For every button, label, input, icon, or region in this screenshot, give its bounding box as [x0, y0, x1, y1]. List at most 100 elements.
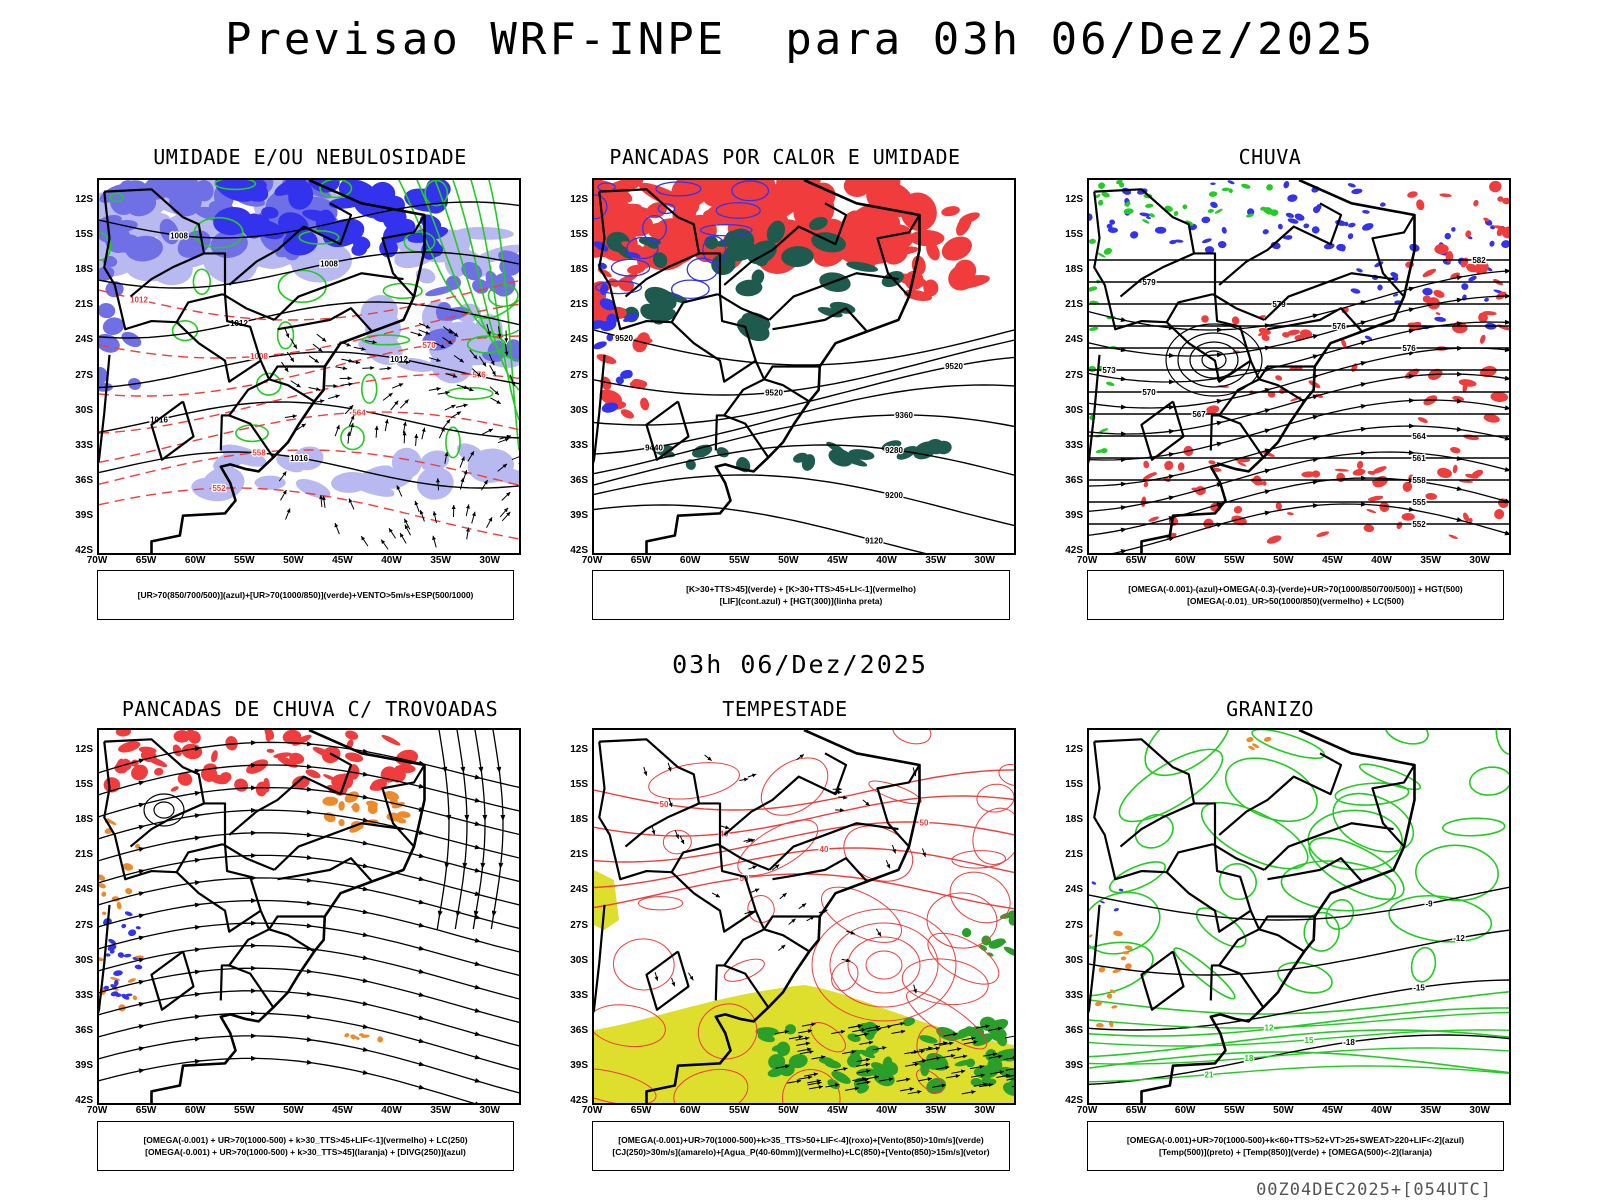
vector-head: [818, 1085, 823, 1090]
cyclone-contour: [1165, 323, 1263, 397]
flow-arrow: [138, 891, 145, 897]
contour-label: 570: [1142, 388, 1156, 397]
vector-head: [913, 988, 918, 994]
flow-arrow: [1456, 275, 1463, 281]
lat-tick-label: 33S: [1065, 439, 1083, 451]
storm-orange: [384, 791, 399, 801]
omega-blue: [1434, 316, 1447, 322]
country-border: [594, 904, 606, 1014]
vector-head: [490, 360, 495, 366]
instability-green: [766, 220, 786, 244]
contour-line: [1089, 1034, 1509, 1085]
vector-head: [866, 1080, 871, 1085]
vector-head: [752, 865, 757, 870]
flow-arrow: [138, 1002, 145, 1007]
omega-green: [1145, 203, 1154, 208]
vector-head: [743, 777, 749, 782]
lat-tick-label: 18S: [570, 814, 588, 826]
instability-red: [776, 180, 821, 202]
lon-tick-label: 30W: [974, 555, 995, 566]
vector-head: [372, 340, 377, 344]
temp850-contour: [1384, 730, 1429, 745]
wind-green: [824, 1059, 842, 1069]
instability-green: [848, 449, 875, 461]
temp850-contour: [1089, 891, 1161, 955]
precip-red: [1206, 405, 1220, 414]
omega-green: [1263, 207, 1273, 214]
omega-green: [1246, 213, 1254, 218]
vector-head: [425, 330, 430, 335]
country-border: [1258, 378, 1305, 403]
flow-arrow: [194, 790, 201, 796]
country-border: [219, 964, 230, 1001]
flow-arrow: [1408, 328, 1415, 334]
lon-tick-label: 60W: [184, 555, 206, 566]
vector-head: [900, 1021, 905, 1026]
lon-tick-label: 55W: [1223, 555, 1245, 566]
lon-tick-label: 65W: [1125, 1105, 1147, 1116]
country-border: [670, 321, 757, 383]
vector-head: [837, 790, 842, 795]
vector-head: [807, 1075, 813, 1080]
flow-arrow: [362, 955, 369, 961]
wind-vector: [1005, 1068, 1014, 1071]
country-border: [624, 802, 700, 848]
coastline: [1140, 730, 1416, 1103]
instability-red: [703, 208, 740, 226]
country-border: [599, 738, 770, 1009]
precip-red: [1494, 509, 1505, 520]
vector-head: [861, 1028, 866, 1032]
low-level-humidity: [109, 192, 125, 203]
flow-arrow: [362, 1024, 369, 1029]
lat-tick-label: 27S: [570, 919, 588, 931]
low-level-humidity: [193, 216, 244, 249]
precip-water-contour: [613, 938, 675, 991]
omega-blue: [1154, 226, 1167, 234]
lon-tick-label: 40W: [876, 555, 897, 566]
vector-head: [348, 358, 354, 363]
omega-blue: [1444, 232, 1451, 240]
lon-tick-label: 60W: [1174, 1105, 1196, 1116]
precip-red: [1451, 321, 1468, 334]
temp850-contour: [1089, 991, 1509, 1015]
flow-arrow: [1120, 505, 1127, 511]
humidity-mid: [445, 275, 461, 290]
humidity-light: [443, 244, 490, 270]
legend-box: [OMEGA(-0.001) + UR>70(1000-500) + k>30_…: [97, 1121, 514, 1171]
precip-red: [1299, 329, 1313, 339]
divergence-blue: [114, 979, 119, 987]
vector-head: [957, 1047, 962, 1052]
lon-tick-label: 50W: [1273, 555, 1294, 566]
vector-head: [459, 358, 464, 363]
divergence-blue: [134, 964, 143, 970]
flow-arrow: [194, 991, 201, 997]
lifted-index-contour: [702, 235, 727, 264]
lifted-index-contour: [610, 258, 651, 277]
divergence-blue: [103, 985, 110, 990]
omega-green: [1089, 238, 1096, 244]
vector-head: [314, 358, 319, 363]
lat-tick-label: 18S: [1065, 814, 1083, 826]
precip-red: [1416, 199, 1425, 211]
precip-red: [1379, 501, 1390, 513]
lat-tick-label: 42S: [570, 545, 588, 556]
storm-red: [273, 752, 292, 759]
flow-arrow: [474, 1031, 481, 1037]
flow-arrow: [194, 1014, 201, 1020]
storm-red: [177, 772, 193, 786]
flow-arrow: [1120, 404, 1127, 410]
flow-arrow: [194, 857, 201, 863]
precip-water-contour: [831, 960, 859, 992]
country-border: [103, 741, 224, 881]
vector-head: [334, 523, 339, 528]
panel-title: GRANIZO: [1226, 697, 1314, 721]
lifted-index-patch: [628, 313, 635, 321]
precip-red: [1452, 464, 1458, 474]
coastline: [645, 730, 921, 1103]
storm-orange: [344, 1033, 350, 1038]
streamline: [99, 877, 519, 929]
storm-red: [154, 767, 164, 776]
contour-line: [594, 795, 1014, 837]
flow-arrow: [306, 968, 313, 974]
